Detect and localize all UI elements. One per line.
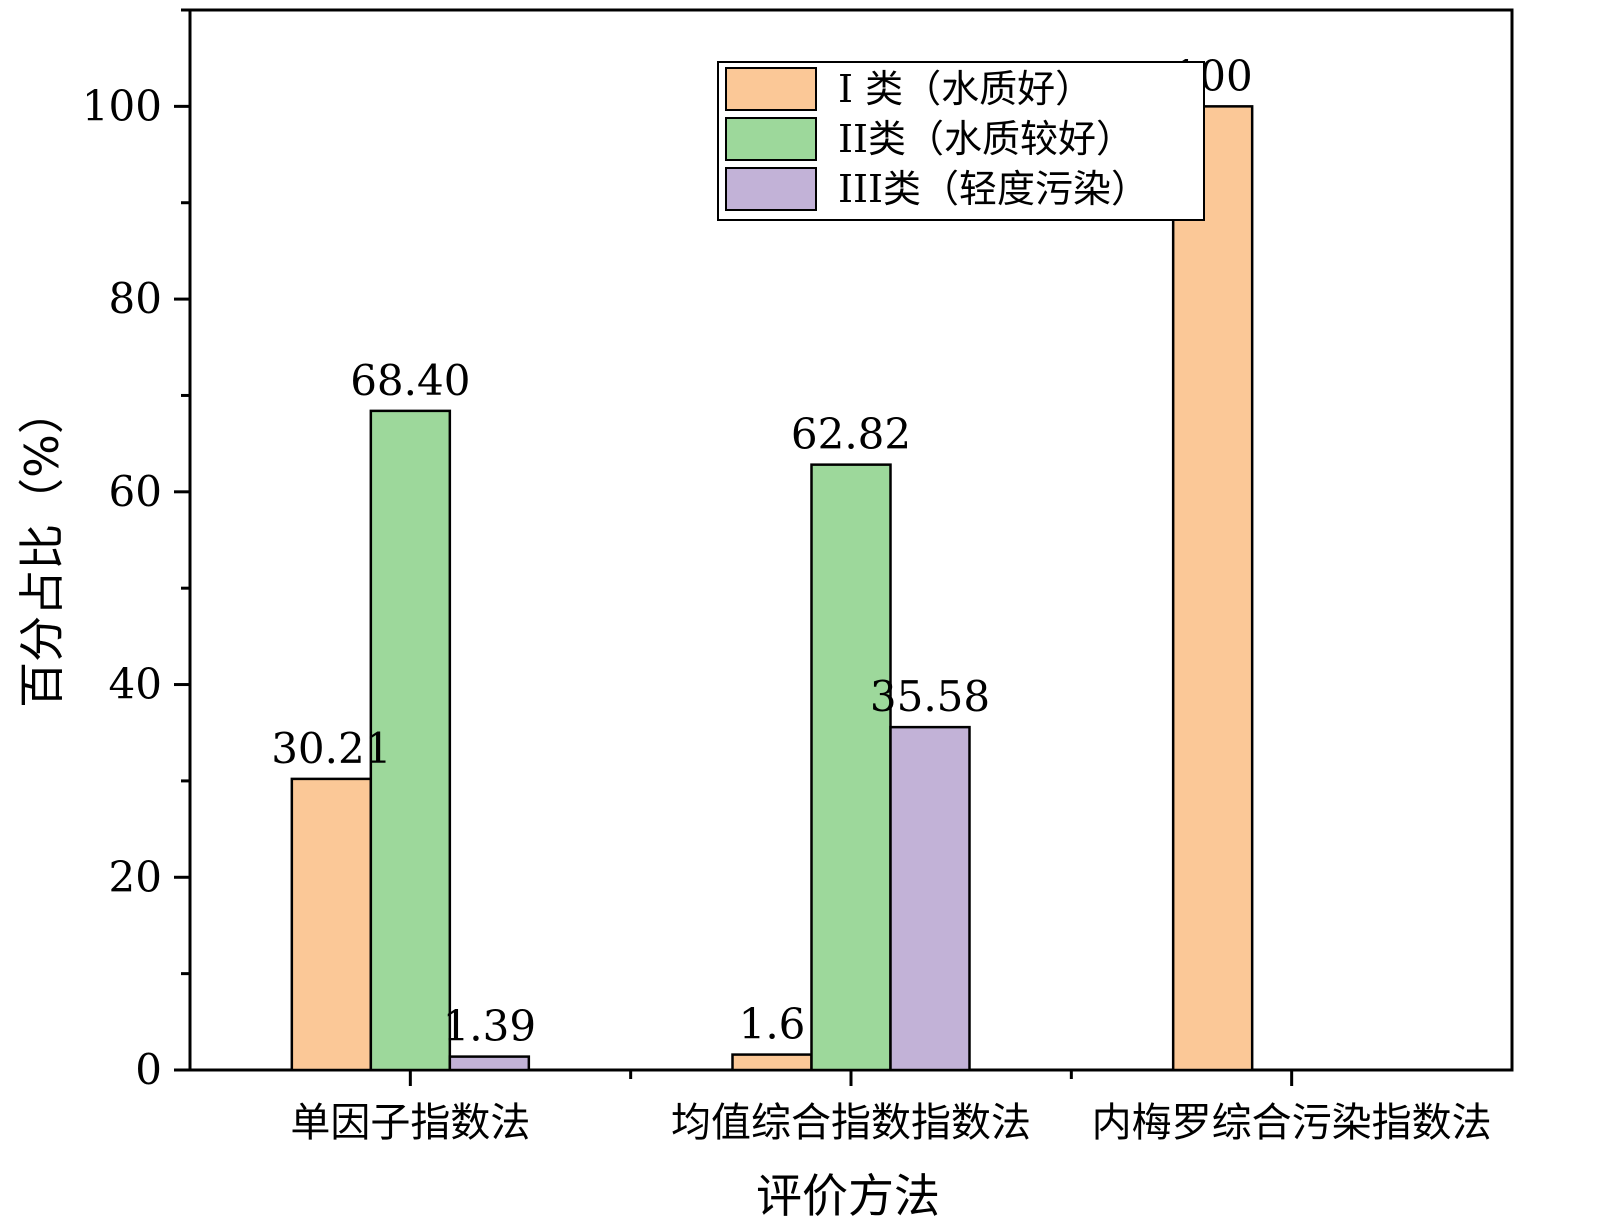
- x-tick-label: 均值综合指数指数法: [671, 1100, 1031, 1146]
- x-tick-label: 内梅罗综合污染指数法: [1092, 1100, 1492, 1146]
- legend-label: II类（水质较好）: [838, 117, 1134, 161]
- y-axis-title: 百分占比（%）: [15, 388, 69, 708]
- data-label: 62.82: [791, 410, 911, 459]
- data-label: 1.6: [739, 1000, 806, 1049]
- axes-group: 0 20 40 60 80 100 单因子指数法 均值综合指数指数法 内梅罗综合污染指数法: [82, 8, 1492, 1146]
- bar: [448, 1055, 531, 1072]
- legend-swatch: [725, 117, 817, 161]
- y-tick-label: 40: [109, 660, 162, 709]
- y-tick-label: 100: [82, 81, 162, 130]
- bar: [290, 777, 373, 1072]
- data-label: 35.58: [870, 672, 990, 721]
- y-tick-label: 60: [109, 467, 162, 516]
- data-label: 30.21: [271, 724, 391, 773]
- legend-swatch: [725, 167, 817, 211]
- x-tick-label: 单因子指数法: [290, 1100, 530, 1146]
- data-label: 68.40: [350, 356, 470, 405]
- legend: I 类（水质好） II类（水质较好） III类（轻度污染）: [717, 61, 1205, 221]
- bar: [1171, 105, 1254, 1072]
- legend-swatch: [725, 67, 817, 111]
- legend-label: I 类（水质好）: [838, 67, 1093, 111]
- legend-label: III类（轻度污染）: [838, 167, 1149, 211]
- x-axis-title: 评价方法: [756, 1169, 940, 1223]
- bar: [731, 1053, 813, 1072]
- bar: [889, 725, 971, 1072]
- bar: [810, 463, 892, 1072]
- y-tick-label: 20: [109, 852, 162, 901]
- y-tick-label: 80: [109, 274, 162, 323]
- bars-group: [290, 105, 1254, 1072]
- data-label: 1.39: [443, 1002, 537, 1051]
- y-tick-label: 0: [135, 1045, 162, 1094]
